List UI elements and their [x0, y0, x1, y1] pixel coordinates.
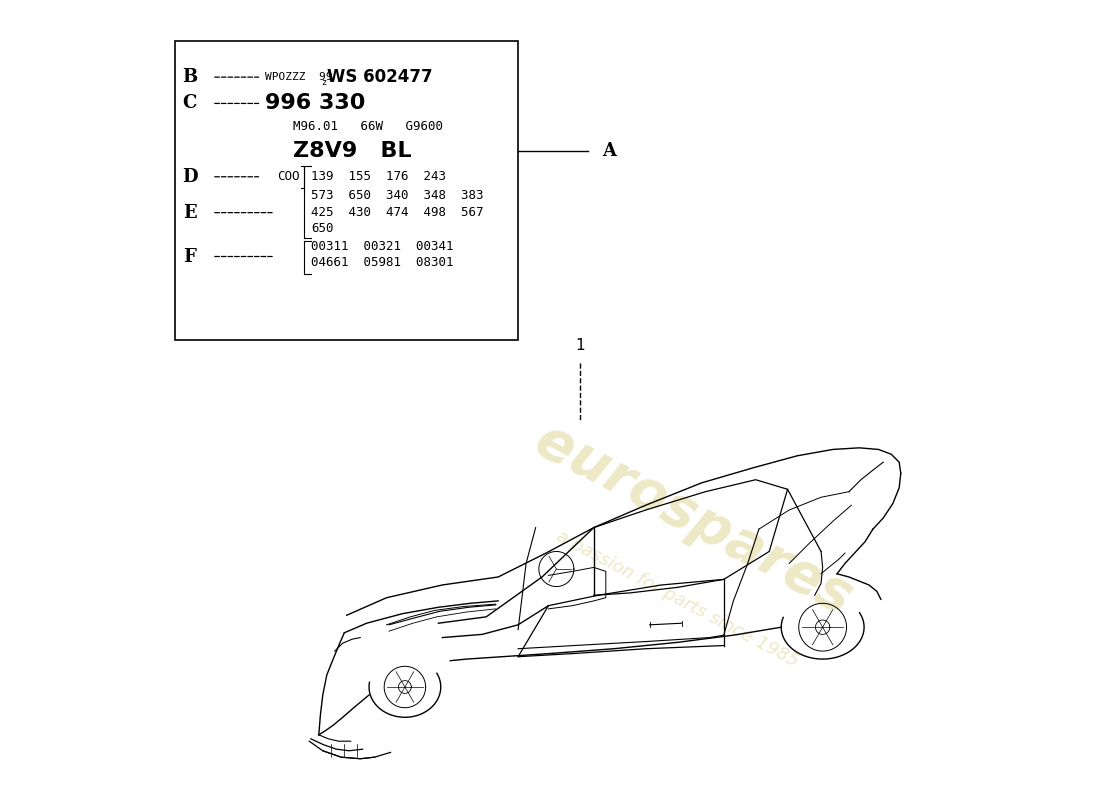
- Text: 425  430  474  498  567: 425 430 474 498 567: [311, 206, 483, 219]
- Text: 139  155  176  243: 139 155 176 243: [311, 170, 446, 183]
- Text: 04661  05981  08301: 04661 05981 08301: [311, 256, 453, 270]
- Text: eurospares: eurospares: [526, 414, 861, 626]
- Text: z: z: [321, 78, 327, 87]
- Text: F: F: [184, 247, 196, 266]
- Text: B: B: [182, 68, 197, 86]
- Text: 1: 1: [575, 338, 585, 354]
- Text: COO: COO: [277, 170, 300, 183]
- Text: Z8V9   BL: Z8V9 BL: [294, 142, 411, 162]
- Text: E: E: [183, 204, 197, 222]
- Text: 996 330: 996 330: [265, 94, 365, 114]
- Text: C: C: [183, 94, 197, 113]
- Text: WS 602477: WS 602477: [327, 68, 432, 86]
- Bar: [175, 42, 518, 340]
- Text: A: A: [602, 142, 616, 160]
- Text: 573  650  340  348  383: 573 650 340 348 383: [311, 189, 483, 202]
- Text: a passion for parts since 1985: a passion for parts since 1985: [553, 527, 802, 671]
- Text: M96.01   66W   G9600: M96.01 66W G9600: [294, 120, 443, 133]
- Text: WPOZZZ  99: WPOZZZ 99: [265, 72, 332, 82]
- Text: 00311  00321  00341: 00311 00321 00341: [311, 241, 453, 254]
- Text: 650: 650: [311, 222, 333, 235]
- Text: D: D: [182, 168, 198, 186]
